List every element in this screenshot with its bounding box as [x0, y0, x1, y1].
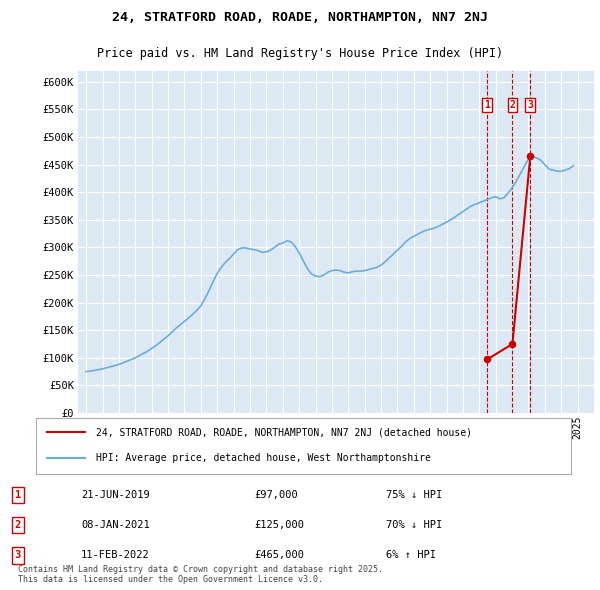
Point — [482, 355, 492, 364]
Point — [508, 339, 517, 349]
Text: Price paid vs. HM Land Registry's House Price Index (HPI): Price paid vs. HM Land Registry's House … — [97, 47, 503, 60]
Text: 24, STRATFORD ROAD, ROADE, NORTHAMPTON, NN7 2NJ (detached house): 24, STRATFORD ROAD, ROADE, NORTHAMPTON, … — [96, 428, 472, 437]
Text: 6% ↑ HPI: 6% ↑ HPI — [386, 550, 436, 560]
Text: 3: 3 — [14, 550, 21, 560]
Text: 08-JAN-2021: 08-JAN-2021 — [81, 520, 150, 530]
Text: 21-JUN-2019: 21-JUN-2019 — [81, 490, 150, 500]
Text: 1: 1 — [484, 100, 490, 110]
Text: Contains HM Land Registry data © Crown copyright and database right 2025.
This d: Contains HM Land Registry data © Crown c… — [18, 565, 383, 584]
FancyBboxPatch shape — [35, 418, 571, 474]
Text: HPI: Average price, detached house, West Northamptonshire: HPI: Average price, detached house, West… — [96, 454, 431, 463]
Text: 11-FEB-2022: 11-FEB-2022 — [81, 550, 150, 560]
Text: 75% ↓ HPI: 75% ↓ HPI — [386, 490, 443, 500]
Text: £97,000: £97,000 — [254, 490, 298, 500]
Text: 24, STRATFORD ROAD, ROADE, NORTHAMPTON, NN7 2NJ: 24, STRATFORD ROAD, ROADE, NORTHAMPTON, … — [112, 11, 488, 24]
Text: £125,000: £125,000 — [254, 520, 304, 530]
Text: 2: 2 — [509, 100, 515, 110]
Text: 70% ↓ HPI: 70% ↓ HPI — [386, 520, 443, 530]
Text: 2: 2 — [14, 520, 21, 530]
Point — [526, 152, 535, 161]
Text: 1: 1 — [14, 490, 21, 500]
Text: £465,000: £465,000 — [254, 550, 304, 560]
Text: 3: 3 — [527, 100, 533, 110]
